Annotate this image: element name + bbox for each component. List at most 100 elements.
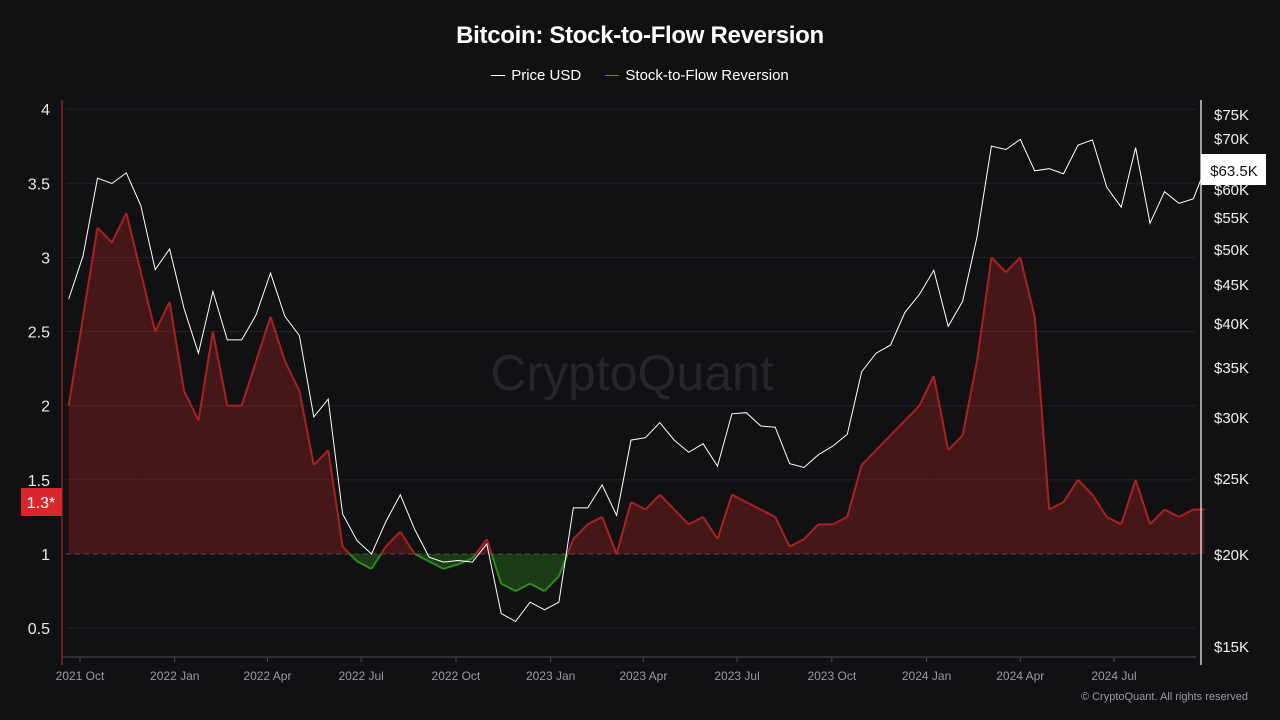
s2f-line-segment [183,390,200,421]
s2f-line-segment [961,361,979,436]
x-tick-label: 2021 Oct [56,669,105,683]
s2f-area-segment [429,554,444,569]
s2f-line-segment [327,450,344,547]
s2f-line-segment [380,546,387,555]
chart-title: Bitcoin: Stock-to-Flow Reversion [456,22,824,49]
s2f-line-segment [976,257,993,362]
x-tick-label: 2023 Jul [714,669,759,683]
y-left-tick-label: 2 [41,399,50,416]
s2f-line-segment [125,212,142,273]
s2f-area-segment [241,361,257,554]
s2f-area-segment [256,316,271,554]
s2f-area-segment [1077,479,1093,554]
s2f-area-segment [68,316,84,554]
s2f-line-segment [745,501,762,511]
s2f-line-segment [399,531,416,555]
s2f-area-segment [760,509,776,554]
s2f-area-segment [847,465,862,554]
s2f-line-segment [803,523,820,540]
s2f-area-segment [1020,257,1035,554]
s2f-area-segment [977,257,992,554]
s2f-area-segment [573,524,588,554]
s2f-line-segment [716,494,733,540]
y-right-tick-label: $60K [1214,182,1249,199]
y-left-tick-label: 1 [41,547,50,564]
s2f-area-segment [659,494,675,554]
s2f-area-segment [731,494,747,554]
s2f-area-segment [904,405,920,554]
s2f-line-segment [659,493,675,511]
s2f-line-segment [932,375,950,451]
current-value-badge: 1.3* [21,488,62,516]
s2f-area-segment [457,554,473,565]
s2f-area-segment [861,450,877,554]
s2f-area-segment [933,376,949,554]
s2f-line-segment [1048,501,1064,511]
y-right-tick-label: $45K [1214,277,1249,294]
s2f-line-segment [1005,256,1021,273]
y-right-tick-label: $15K [1214,639,1249,656]
s2f-line-segment [1091,494,1108,518]
right-axis-ticks: $15K $20K $25K $30K $35K $40K $45K $50K $55K $60K… [1214,107,1249,656]
x-tick-label: 2023 Apr [619,669,667,683]
x-tick-label: 2022 Apr [243,669,291,683]
s2f-area-segment [746,502,761,554]
s2f-line-segment [255,316,272,362]
x-tick-label: 2024 Jan [902,669,951,683]
s2f-line-segment [428,560,445,570]
s2f-line-segment [515,582,531,592]
s2f-area-segment [385,531,401,554]
copyright: © CryptoQuant. All rights reserved [1080,691,1248,703]
s2f-area-segment [1106,516,1122,554]
s2f-area-segment [1121,479,1136,554]
s2f-line-segment [904,405,921,422]
s2f-area-segment [832,516,848,554]
s2f-line-segment [543,575,560,592]
y-left-tick-label: 4 [41,102,50,119]
legend-item-price[interactable]: Price USD [491,67,581,84]
s2f-line-segment [414,553,430,563]
s2f-area-segment [876,435,891,554]
s2f-area-segment [140,272,156,554]
s2f-line-segment [443,563,459,570]
s2f-line-segment [860,449,877,466]
s2f-line-segment [601,516,618,555]
x-axis-ticks: 2021 Oct 2022 Jan 2022 Apr 2022 Jul 2022 Oct… [56,657,1137,683]
s2f-area-segment [284,361,300,554]
s2f-line-segment [370,553,382,570]
s2f-area-segment [97,227,112,555]
legend-item-s2f[interactable]: Stock-to-Flow Reversion [605,67,789,84]
s2f-area-segment [126,212,141,554]
y-left-tick-label: 1.5 [28,473,50,490]
x-tick-label: 2022 Jul [338,669,383,683]
s2f-line-segment [490,553,503,584]
s2f-line-segment [529,582,545,592]
s2f-area-segment [270,316,285,554]
s2f-area-segment [1092,494,1107,554]
s2f-area-segment [1178,509,1194,554]
left-axis-ticks: 0.5 1 1.5 2 2.5 3 3.5 4 [28,102,50,638]
x-tick-label: 2023 Oct [807,669,856,683]
s2f-line-segment [139,271,157,332]
s2f-line-segment [918,375,935,407]
s2f-line-segment [341,545,351,555]
s2f-line-segment [1033,316,1051,510]
s2f-line-segment [846,464,863,518]
s2f-line-segment [96,227,113,244]
x-tick-label: 2024 Jul [1091,669,1136,683]
s2f-area-segment [1063,479,1078,554]
s2f-area-segment [1005,257,1021,554]
s2f-line-segment [500,582,517,592]
s2f-area-segment [299,390,314,554]
s2f-line-segment [832,516,848,526]
s2f-area-segment [1193,509,1205,554]
s2f-area-segment [991,257,1006,554]
s2f-series [67,212,1205,592]
s2f-area-segment [645,494,660,554]
s2f-area-segment [111,212,127,554]
s2f-line-segment [702,516,719,540]
s2f-area-segment [962,361,978,554]
s2f-line-segment [644,493,661,511]
s2f-area-segment [804,524,819,554]
